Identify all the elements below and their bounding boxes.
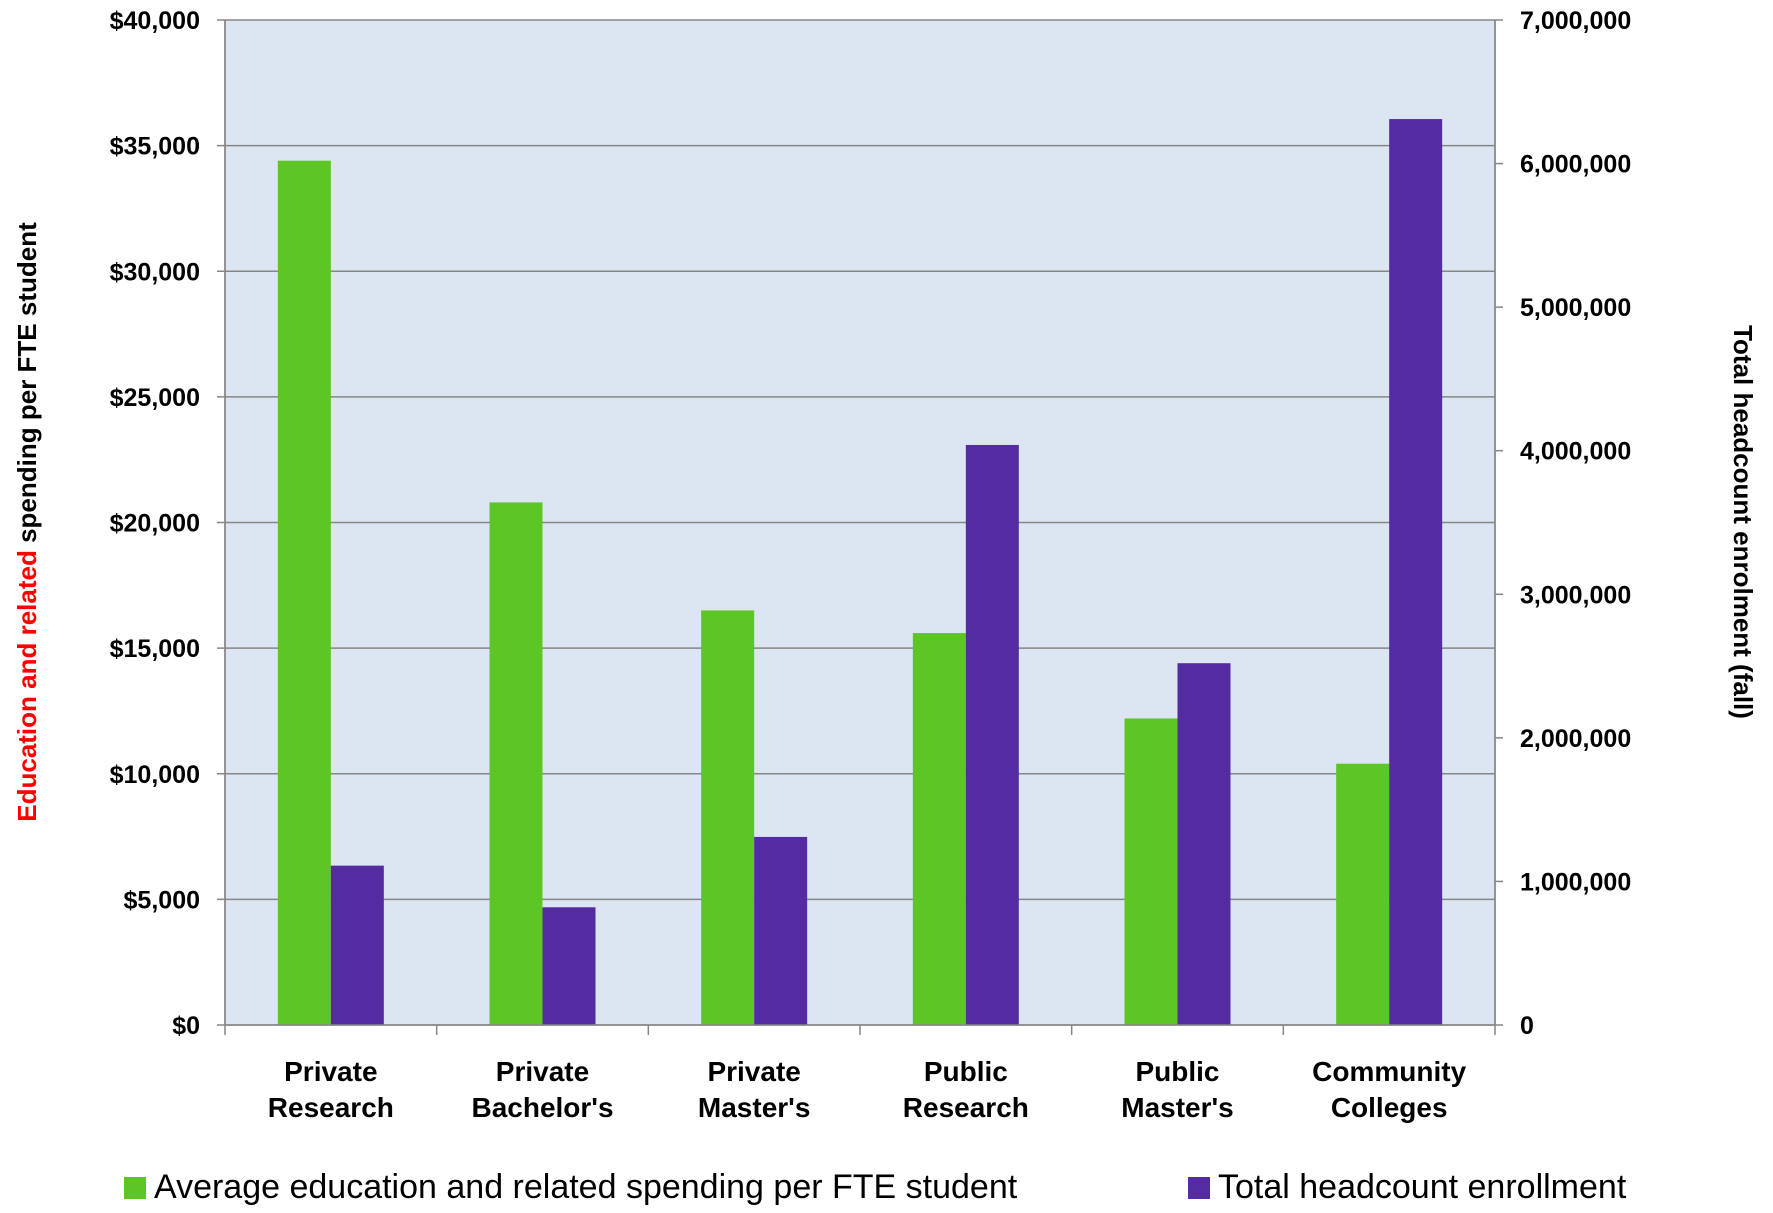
bar-spending <box>912 633 966 1025</box>
right-axis-title: Total headcount enrolment (fall) <box>1728 325 1758 719</box>
category-label: Public Master's <box>1121 1056 1234 1123</box>
bar-enrollment <box>330 865 384 1025</box>
left-axis-title-highlight: Education and related <box>12 550 42 822</box>
right-tick-label: 1,000,000 <box>1520 868 1631 896</box>
legend-swatch-enrollment <box>1188 1176 1210 1199</box>
right-tick-label: 3,000,000 <box>1520 581 1631 609</box>
left-axis-ticks: $0 $5,000 $10,000 $15,000 $20,000 $25,000 $30,… <box>110 7 225 1040</box>
left-axis-title: Education and related spending per FTE s… <box>12 222 42 822</box>
right-tick-label: 0 <box>1520 1012 1534 1040</box>
category-label: Private Master's <box>698 1056 811 1123</box>
category-label: Public Research <box>903 1056 1029 1123</box>
legend-item-enrollment: Total headcount enrollment <box>1188 1168 1626 1207</box>
bar-spending <box>1336 763 1390 1025</box>
bar-enrollment <box>754 836 808 1025</box>
right-tick-label: 2,000,000 <box>1520 725 1631 753</box>
bar-spending <box>1124 718 1178 1025</box>
category-labels: Private Research Private Bachelor's Private M… <box>268 1056 1467 1123</box>
left-tick-label: $25,000 <box>110 384 200 412</box>
category-label: Private Research <box>268 1056 394 1123</box>
bar-spending <box>701 610 755 1025</box>
legend-swatch-spending <box>124 1176 146 1199</box>
legend-item-spending: Average education and related spending p… <box>124 1168 1017 1207</box>
legend-label-enrollment: Total headcount enrollment <box>1218 1168 1627 1206</box>
left-axis-title-rest: spending per FTE student <box>12 222 42 550</box>
bar-enrollment <box>1177 663 1231 1025</box>
category-label: Community Colleges <box>1312 1056 1466 1123</box>
bar-enrollment <box>1389 119 1443 1026</box>
legend-label-spending: Average education and related spending p… <box>154 1168 1018 1206</box>
left-tick-label: $35,000 <box>110 133 200 161</box>
right-axis-ticks: 0 1,000,000 2,000,000 3,000,000 4,000,000 5,0… <box>1495 7 1631 1040</box>
left-tick-label: $15,000 <box>110 635 200 663</box>
left-tick-label: $10,000 <box>110 761 200 789</box>
bar-enrollment <box>965 444 1019 1025</box>
right-tick-label: 4,000,000 <box>1520 438 1631 466</box>
left-tick-label: $30,000 <box>110 258 200 286</box>
bar-spending <box>277 160 331 1025</box>
bar-enrollment <box>542 907 596 1025</box>
gridlines <box>225 144 1495 901</box>
left-tick-label: $20,000 <box>110 510 200 538</box>
bar-spending <box>489 502 543 1025</box>
bars <box>277 119 1443 1026</box>
right-tick-label: 6,000,000 <box>1520 151 1631 179</box>
right-tick-label: 7,000,000 <box>1520 7 1631 35</box>
left-tick-label: $40,000 <box>110 7 200 35</box>
left-tick-label: $0 <box>172 1012 200 1040</box>
right-tick-label: 5,000,000 <box>1520 294 1631 322</box>
category-label: Private Bachelor's <box>471 1056 613 1123</box>
left-tick-label: $5,000 <box>124 886 200 914</box>
